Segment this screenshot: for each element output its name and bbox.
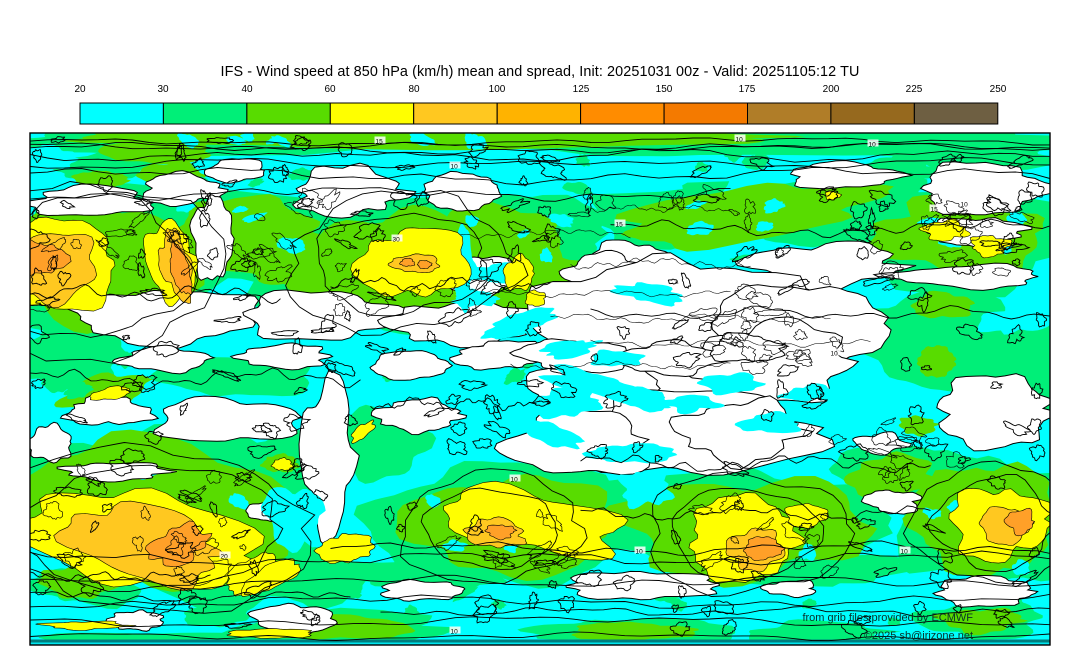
svg-text:15: 15 (616, 222, 624, 229)
svg-text:10: 10 (901, 549, 909, 556)
svg-text:10: 10 (831, 351, 839, 358)
svg-text:10: 10 (451, 629, 459, 636)
svg-text:10: 10 (636, 549, 644, 556)
svg-text:10: 10 (511, 477, 519, 484)
svg-text:15: 15 (376, 139, 384, 146)
svg-text:30: 30 (393, 237, 401, 244)
svg-text:10: 10 (869, 142, 877, 149)
svg-text:20: 20 (221, 554, 229, 561)
svg-text:10: 10 (736, 137, 744, 144)
svg-text:10: 10 (451, 164, 459, 171)
svg-text:15: 15 (931, 207, 939, 214)
svg-text:10: 10 (961, 202, 969, 209)
